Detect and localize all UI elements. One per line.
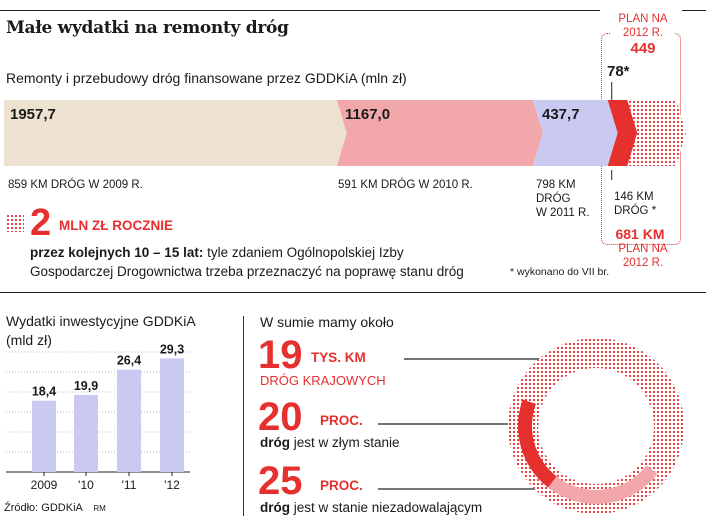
bar-2009 — [32, 400, 56, 472]
stat-2-desc-bold: dróg — [260, 435, 290, 450]
stat-2-unit: PROC. — [320, 413, 363, 428]
highlight-line2: Gospodarczej Drogownictwa trzeba przezna… — [30, 264, 464, 279]
x-tick-label: '10 — [78, 478, 94, 492]
segment-2009-bar — [4, 100, 347, 166]
segment-2010-bar — [336, 100, 543, 166]
segment-2011-bar — [532, 100, 618, 166]
plan-value-label: 449 — [630, 40, 656, 57]
plan-bottom-label-line1: PLAN NA — [618, 243, 668, 255]
x-tick-label: 2009 — [31, 478, 58, 492]
highlight-unit: MLN ZŁ ROCZNIE — [59, 218, 173, 233]
bar-chart-title: Wydatki inwestycyjne GDDKiA — [6, 313, 196, 329]
author-initials: RM — [93, 504, 106, 513]
stat-1-unit: TYS. KM — [311, 350, 366, 365]
highlight-number: 2 — [30, 202, 52, 244]
segment-value-2012: 78* — [607, 63, 630, 80]
bar-chart-heading: Wydatki inwestycyjne GDDKiA (mld zł) — [6, 312, 196, 350]
plan-bottom-label: PLAN NA 2012 R. — [611, 242, 675, 270]
stat-3-desc: dróg jest w stanie niezadowalającym — [260, 500, 482, 515]
segment-caption-2010: 591 KM DRÓG W 2010 R. — [338, 179, 473, 191]
source-line: Źródło: GDDKiA RM — [4, 502, 106, 514]
segment-caption-2012: 146 KM DRÓG * — [614, 190, 659, 218]
caption-2012-line2: DRÓG * — [614, 205, 657, 217]
bar-chart-ylabel: (mld zł) — [6, 332, 52, 348]
segment-value-2011: 437,7 — [542, 106, 580, 123]
segment-2012-bar — [607, 100, 638, 166]
footnote: * wykonano do VII br. — [510, 266, 610, 278]
caption-2011-line1: 798 KM — [536, 179, 576, 191]
investment-bar-chart: 18,4 2009 19,9 '10 26,4 '11 29,3 '12 — [6, 342, 190, 492]
plan-top-label-line1: PLAN NA — [618, 13, 668, 25]
plan-bottom-label-line2: 2012 R. — [622, 257, 664, 269]
caption-2012-line1: 146 KM — [614, 191, 654, 203]
top-rule-right — [682, 10, 706, 11]
stat-2-desc: dróg jest w złym stanie — [260, 435, 400, 450]
bar-12 — [160, 358, 184, 472]
dotted-square-icon — [6, 214, 24, 232]
donut-unsatisfactory-arc — [547, 465, 658, 504]
stat-1-number: 19 — [258, 333, 303, 377]
section-rule — [0, 292, 706, 293]
x-tick-label: '12 — [164, 478, 180, 492]
stat-2-number: 20 — [258, 395, 303, 439]
top-bar-chart — [4, 82, 686, 180]
stat-3-desc-bold: dróg — [260, 500, 290, 515]
stat-2-desc-rest: jest w złym stanie — [290, 435, 400, 450]
roads-donut-chart — [378, 338, 684, 514]
stat-3-unit: PROC. — [320, 478, 363, 493]
caption-2011-line3: W 2011 R. — [536, 207, 590, 219]
segment-value-2010: 1167,0 — [345, 106, 391, 123]
highlight-text: przez kolejnych 10 – 15 lat: tyle zdanie… — [30, 243, 464, 281]
stat-1-desc: DRÓG KRAJOWYCH — [260, 373, 386, 388]
chart-subtitle: Remonty i przebudowy dróg finansowane pr… — [6, 70, 407, 86]
plan-km-label: 681 KM — [604, 226, 676, 242]
x-tick-label: '11 — [122, 478, 137, 492]
highlight-rest: tyle zdaniem Ogólnopolskiej Izby — [203, 245, 404, 260]
stats-heading: W sumie mamy około — [260, 314, 394, 330]
bar-10 — [74, 394, 98, 472]
caption-2011-line2: DRÓG — [536, 193, 571, 205]
bar-value-label: 29,3 — [160, 342, 184, 356]
section-divider — [243, 316, 244, 516]
plan-top-label-line2: 2012 R. — [622, 27, 664, 39]
page-title: Małe wydatki na remonty dróg — [6, 18, 289, 38]
stat-3-desc-rest: jest w stanie niezadowalającym — [290, 500, 483, 515]
bar-value-label: 18,4 — [32, 385, 56, 399]
segment-caption-2011: 798 KM DRÓG W 2011 R. — [536, 178, 589, 220]
segment-value-2009: 1957,7 — [10, 106, 56, 123]
plan-top-label: PLAN NA 2012 R. — [611, 12, 675, 40]
stat-3-number: 25 — [258, 459, 303, 503]
bar-value-label: 26,4 — [117, 354, 141, 368]
bar-value-label: 19,9 — [74, 379, 98, 393]
source-text: Źródło: GDDKiA — [4, 502, 83, 514]
top-rule — [0, 10, 600, 11]
highlight-bold: przez kolejnych 10 – 15 lat: — [30, 245, 204, 260]
segment-caption-2009: 859 KM DRÓG W 2009 R. — [8, 179, 143, 191]
highlight-line1: przez kolejnych 10 – 15 lat: tyle zdanie… — [30, 243, 464, 262]
bar-11 — [117, 369, 141, 472]
donut-bad-arc — [518, 399, 557, 488]
